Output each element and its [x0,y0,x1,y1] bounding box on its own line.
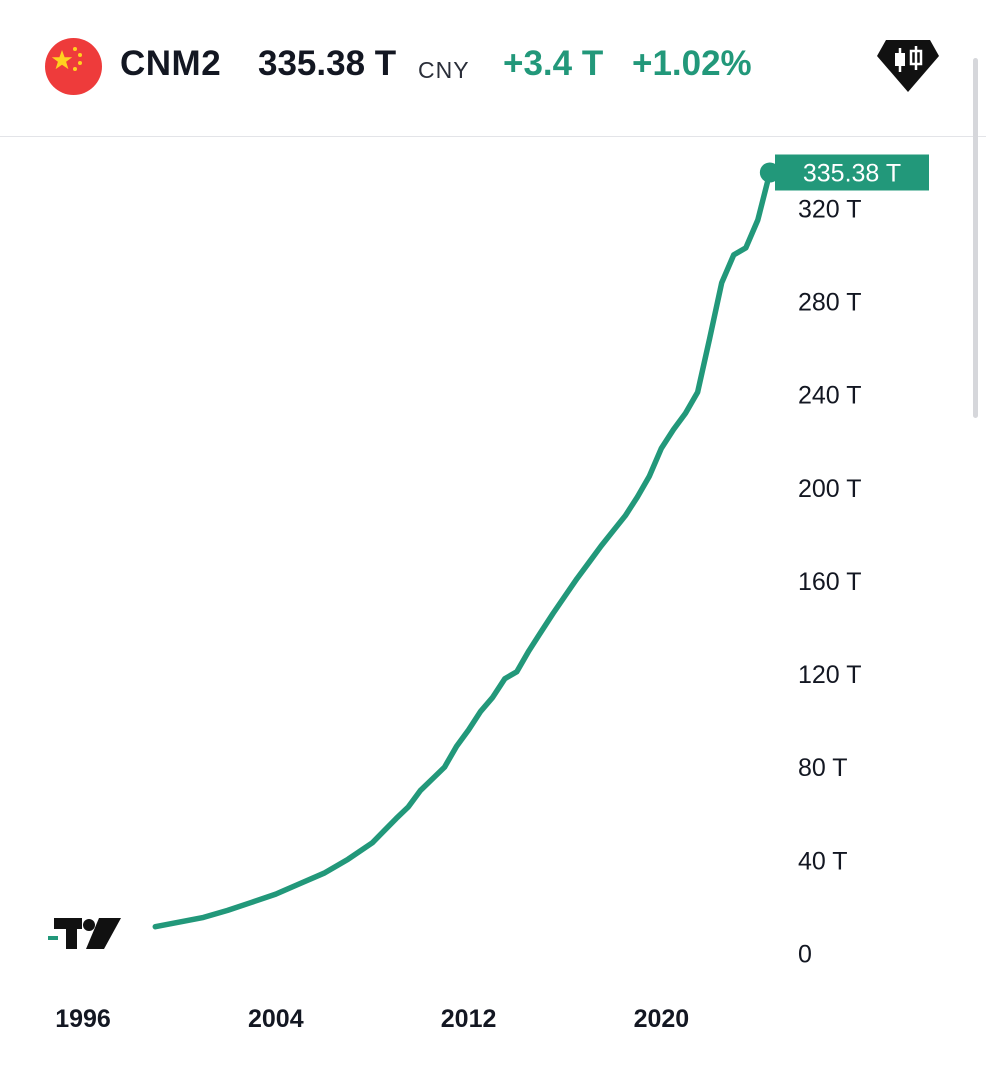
last-price: 335.38 T [258,44,397,83]
last-point-marker [759,162,780,183]
price-change-percent: +1.02% [632,44,752,83]
tradingview-logo-icon [48,918,121,949]
y-tick-label: 80 T [798,754,848,782]
last-value-label: 335.38 T [775,154,929,191]
y-tick-label: 40 T [798,847,848,875]
y-tick-label: 160 T [798,568,861,596]
y-axis: 0 40 T 80 T 120 T 160 T 200 T 240 T 280 T 320 T [798,195,861,968]
symbol-name: CNM2 [120,44,222,83]
price-change: +3.4 T [503,44,604,83]
ticker-header: CNM2 335.38 T CNY +3.4 T +1.02% [0,0,986,137]
y-tick-label: 280 T [798,288,861,316]
y-tick-label: 320 T [798,195,861,223]
candlestick-diamond-icon[interactable] [876,38,940,94]
series-line [152,169,773,930]
y-tick-label: 0 [798,941,812,969]
vertical-scrollbar[interactable] [973,58,978,418]
x-axis: 1996 2004 2012 2020 [55,1005,689,1033]
currency-code: CNY [418,57,470,83]
x-tick-label: 1996 [55,1005,111,1033]
y-tick-label: 120 T [798,661,861,689]
china-flag-icon [45,38,102,95]
x-tick-label: 2012 [441,1005,497,1033]
last-value-badge [775,154,929,191]
x-tick-label: 2004 [248,1005,304,1033]
series-layer [152,162,780,930]
x-tick-label: 2020 [634,1005,690,1033]
last-value-text: 335.38 T [803,160,901,188]
y-tick-label: 200 T [798,475,861,503]
y-tick-label: 240 T [798,382,861,410]
